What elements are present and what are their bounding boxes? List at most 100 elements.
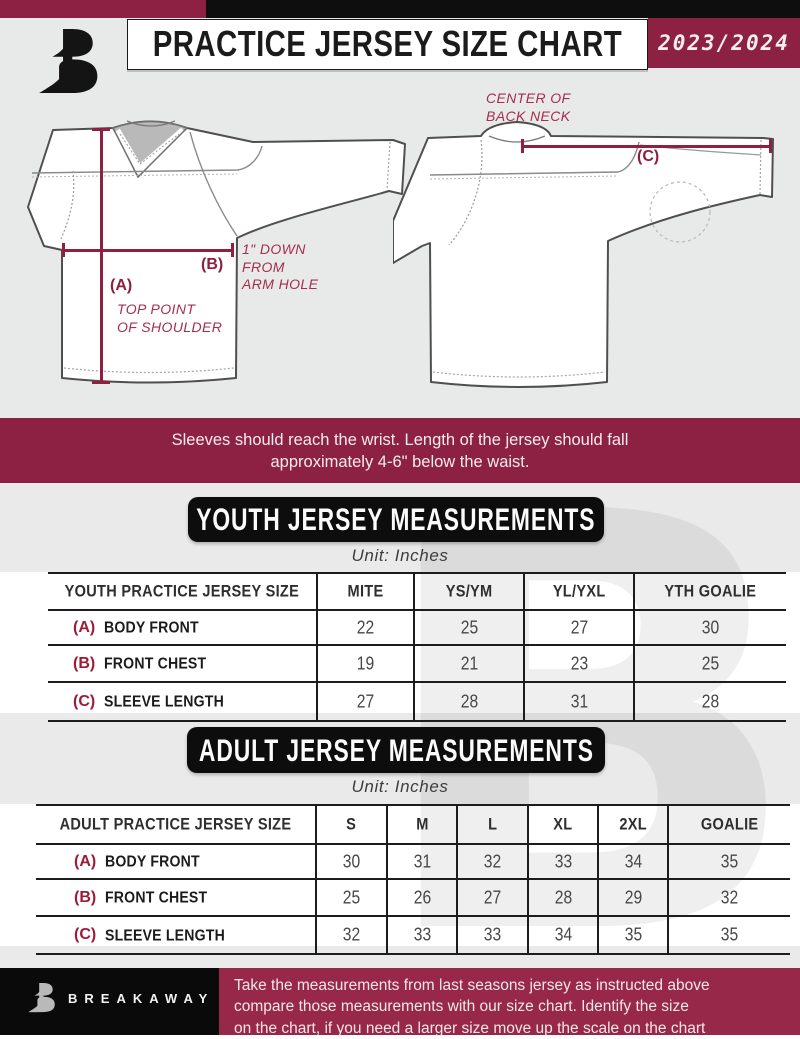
- adult-front-chest-label-cell: (B) FRONT CHEST: [36, 880, 315, 915]
- youth-body-front-label-cell: (A) BODY FRONT: [48, 611, 316, 644]
- value: 32: [720, 886, 739, 908]
- label-b-caption: 1" DOWN FROM ARM HOLE: [242, 241, 318, 294]
- bottom-gap-band: [0, 946, 800, 968]
- value: 25: [342, 886, 361, 908]
- youth-row-sleeve-length: (C) SLEEVE LENGTH 27 28 31 28: [48, 681, 786, 722]
- fit-notice-line2: approximately 4-6" below the waist.: [270, 452, 530, 471]
- adult-row-front-chest: (B) FRONT CHEST 25 26 27 28 29 32: [36, 878, 790, 915]
- value: 26: [413, 886, 431, 908]
- adult-sleeve-length-label-cell: (C) SLEEVE LENGTH: [36, 917, 315, 953]
- value: 28: [554, 886, 572, 908]
- breakaway-brand: BREAKAWAY: [26, 980, 214, 1016]
- label-c: (C): [637, 148, 660, 165]
- value: 35: [624, 924, 642, 945]
- label-c-caption-line2: BACK NECK: [486, 107, 571, 124]
- value: 25: [460, 616, 478, 638]
- youth-header-mite-label: MITE: [347, 581, 384, 602]
- table-value-cell: 32: [456, 845, 527, 878]
- value: 33: [413, 924, 431, 945]
- measure-line-c-right-tick: [769, 139, 772, 153]
- footer-instructions-line1: Take the measurements from last seasons …: [234, 977, 710, 994]
- footer-instructions: Take the measurements from last seasons …: [219, 968, 800, 1037]
- footer-instructions-line3: on the chart, if you need a larger size …: [234, 1019, 706, 1037]
- adult-header-2xl-label: 2XL: [619, 814, 647, 835]
- table-value-cell: 28: [413, 683, 523, 720]
- youth-section-title: YOUTH JERSEY MEASUREMENTS: [196, 500, 596, 538]
- adult-section-banner: ADULT JERSEY MEASUREMENTS: [187, 727, 605, 773]
- row-key: (B): [73, 654, 96, 672]
- row-key: (B): [74, 888, 97, 906]
- measure-line-b: [62, 249, 233, 252]
- youth-header-goalie-label: YTH GOALIE: [664, 581, 757, 602]
- youth-header-ylyxl-cell: YL/YXL: [523, 574, 633, 609]
- value: 27: [570, 616, 588, 638]
- table-value-cell: 28: [633, 683, 786, 720]
- youth-row-front-chest: (B) FRONT CHEST 19 21 23 25: [48, 644, 786, 681]
- table-value-cell: 27: [523, 611, 633, 644]
- label-b-caption-line1: 1" DOWN: [242, 241, 306, 257]
- adult-header-l-cell: L: [456, 806, 527, 843]
- adult-table-header-row: ADULT PRACTICE JERSEY SIZE S M L XL 2XL …: [36, 804, 790, 843]
- youth-sleeve-length-label-cell: (C) SLEEVE LENGTH: [48, 683, 316, 720]
- adult-header-s-cell: S: [315, 806, 386, 843]
- row-label: BODY FRONT: [105, 852, 201, 871]
- table-value-cell: 30: [633, 611, 786, 644]
- measure-line-b-left-tick: [62, 243, 65, 257]
- fit-notice-banner: Sleeves should reach the wrist. Length o…: [0, 418, 800, 483]
- adult-header-goalie-label: GOALIE: [700, 814, 759, 835]
- notice-band-background: [0, 418, 800, 483]
- table-value-cell: 35: [597, 917, 667, 953]
- table-value-cell: 27: [316, 683, 413, 720]
- table-value-cell: 35: [667, 917, 790, 953]
- row-key: (A): [73, 618, 96, 636]
- youth-header-goalie-cell: YTH GOALIE: [633, 574, 786, 609]
- value: 31: [413, 850, 431, 872]
- youth-header-ysym-label: YS/YM: [445, 581, 493, 602]
- row-key: (A): [74, 852, 97, 870]
- table-value-cell: 26: [386, 880, 456, 915]
- measure-line-b-right-tick: [231, 243, 234, 257]
- value: 30: [701, 616, 720, 638]
- value: 27: [483, 886, 502, 908]
- youth-header-ysym-cell: YS/YM: [413, 574, 523, 609]
- adult-header-s-label: S: [346, 814, 357, 835]
- adult-header-2xl-cell: 2XL: [597, 806, 667, 843]
- measure-line-a: [100, 129, 103, 383]
- adult-table-band: [0, 804, 800, 946]
- value: 35: [720, 850, 739, 872]
- adult-header-size-label: ADULT PRACTICE JERSEY SIZE: [59, 814, 292, 835]
- table-value-cell: 19: [316, 646, 413, 681]
- adult-header-m-label: M: [415, 814, 429, 835]
- value: 32: [342, 924, 361, 945]
- youth-unit-label: Unit: Inches: [351, 546, 449, 565]
- table-value-cell: 29: [597, 880, 667, 915]
- row-label: BODY FRONT: [104, 618, 200, 637]
- label-a-caption-line2: OF SHOULDER: [117, 318, 223, 335]
- measure-line-a-bottom-tick: [92, 381, 110, 384]
- measure-line-c-left-tick: [521, 139, 524, 153]
- table-value-cell: 25: [413, 611, 523, 644]
- top-maroon-strip: [0, 0, 206, 18]
- label-b-caption-line2: FROM: [242, 258, 285, 275]
- adult-unit-label: Unit: Inches: [351, 777, 449, 796]
- table-value-cell: 31: [386, 845, 456, 878]
- row-label: SLEEVE LENGTH: [105, 925, 226, 945]
- title-box: PRACTICE JERSEY SIZE CHART: [127, 19, 648, 70]
- value: 21: [460, 652, 478, 674]
- label-a-caption: TOP POINT OF SHOULDER: [117, 301, 222, 336]
- youth-front-chest-label-cell: (B) FRONT CHEST: [48, 646, 316, 681]
- season-label: 2023/2024: [658, 31, 790, 55]
- label-b: (B): [201, 256, 224, 273]
- value: 25: [701, 652, 720, 674]
- label-a-caption-line1: TOP POINT: [117, 301, 196, 317]
- adult-body-front-label-cell: (A) BODY FRONT: [36, 845, 315, 878]
- table-value-cell: 34: [597, 845, 667, 878]
- table-value-cell: 22: [316, 611, 413, 644]
- value: 22: [356, 616, 375, 638]
- season-box: 2023/2024: [648, 18, 800, 68]
- table-value-cell: 30: [315, 845, 386, 878]
- brand-wordmark: BREAKAWAY: [68, 990, 215, 1006]
- adult-section-title: ADULT JERSEY MEASUREMENTS: [198, 731, 594, 768]
- row-label: SLEEVE LENGTH: [104, 692, 225, 711]
- youth-row-body-front: (A) BODY FRONT 22 25 27 30: [48, 609, 786, 644]
